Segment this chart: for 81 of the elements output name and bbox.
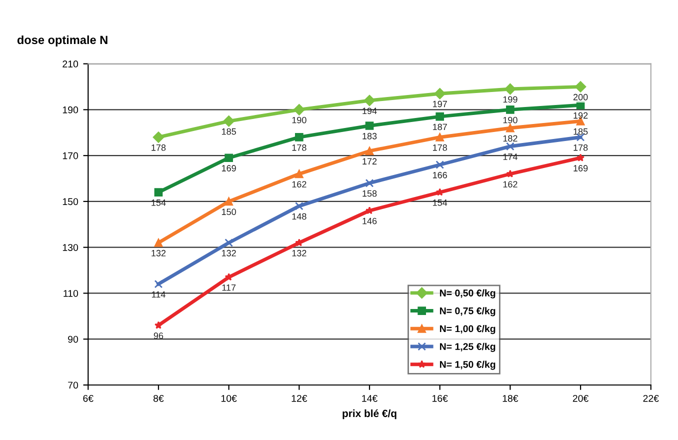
x-tick-label: 6€ xyxy=(83,394,94,402)
legend-label: N= 1,00 €/kg xyxy=(440,325,496,334)
point xyxy=(506,124,514,132)
data-label: 150 xyxy=(222,208,236,216)
x-tick-label: 16€ xyxy=(432,394,448,402)
point xyxy=(365,146,374,156)
point xyxy=(436,112,444,121)
data-label: 192 xyxy=(574,112,588,119)
point xyxy=(294,104,305,116)
data-label: 197 xyxy=(433,100,447,108)
data-label: 178 xyxy=(292,144,306,151)
y-tick-label: 190 xyxy=(62,106,78,114)
data-label: 178 xyxy=(574,144,588,151)
data-label: 166 xyxy=(433,172,447,178)
point xyxy=(295,133,304,142)
data-label: 162 xyxy=(292,181,306,188)
data-label: 96 xyxy=(154,332,164,339)
y-tick-label: 150 xyxy=(62,198,78,206)
data-label: 132 xyxy=(292,250,306,256)
y-axis-title: dose optimale N xyxy=(17,35,108,46)
data-label: 182 xyxy=(503,135,518,142)
data-label: 132 xyxy=(222,250,236,256)
point xyxy=(506,142,514,151)
point xyxy=(224,154,233,162)
point xyxy=(434,88,446,100)
data-label: 158 xyxy=(362,190,377,197)
x-tick-label: 18€ xyxy=(502,394,518,402)
y-tick-label: 130 xyxy=(62,244,78,251)
legend-label: N= 1,50 €/kg xyxy=(440,360,496,370)
y-tick-label: 70 xyxy=(68,382,78,389)
data-label: 148 xyxy=(292,213,306,220)
y-tick-label: 170 xyxy=(62,152,78,160)
point xyxy=(154,321,162,329)
point xyxy=(436,160,444,169)
x-tick-label: 12€ xyxy=(292,394,308,402)
data-label: 200 xyxy=(573,94,588,100)
data-label: 117 xyxy=(222,284,236,291)
point xyxy=(436,133,444,142)
point xyxy=(152,132,164,143)
y-tick-label: 210 xyxy=(62,60,78,68)
x-tick-label: 22€ xyxy=(643,394,659,402)
data-label: 183 xyxy=(362,132,377,140)
data-label: 162 xyxy=(503,181,518,188)
point xyxy=(224,238,233,247)
data-label: 172 xyxy=(362,158,377,164)
point xyxy=(364,94,376,106)
y-tick-label: 110 xyxy=(64,290,78,297)
point xyxy=(504,83,516,95)
y-tick-label: 90 xyxy=(68,336,78,343)
x-tick-label: 8€ xyxy=(154,394,164,402)
data-label: 190 xyxy=(503,116,518,124)
data-label: 190 xyxy=(292,116,306,124)
data-label: 187 xyxy=(433,124,447,130)
point xyxy=(506,106,514,114)
point xyxy=(154,188,163,196)
point xyxy=(154,280,163,288)
point xyxy=(576,154,585,162)
point xyxy=(224,197,233,206)
data-label: 199 xyxy=(503,96,518,103)
data-label: 178 xyxy=(433,144,447,151)
data-label: 169 xyxy=(222,165,236,172)
point xyxy=(295,170,304,178)
x-tick-label: 10€ xyxy=(221,394,237,402)
data-label: 185 xyxy=(574,128,588,135)
x-tick-label: 14€ xyxy=(362,394,378,402)
x-axis-title: prix blé €/q xyxy=(342,409,396,420)
legend-label: N= 0,50 €/kg xyxy=(440,289,496,298)
data-label: 132 xyxy=(152,250,166,256)
point xyxy=(223,116,234,127)
point xyxy=(295,202,304,210)
point xyxy=(365,122,374,130)
x-tick-label: 20€ xyxy=(572,394,589,402)
point xyxy=(574,81,586,92)
point xyxy=(365,178,374,188)
legend-label: N= 1,25 €/kg xyxy=(440,342,496,352)
legend-label: N= 0,75 €/kg xyxy=(440,307,496,316)
data-label: 178 xyxy=(152,144,166,151)
point xyxy=(154,238,163,247)
data-label: 146 xyxy=(362,218,377,224)
data-label: 185 xyxy=(222,128,236,135)
data-label: 169 xyxy=(574,165,588,172)
